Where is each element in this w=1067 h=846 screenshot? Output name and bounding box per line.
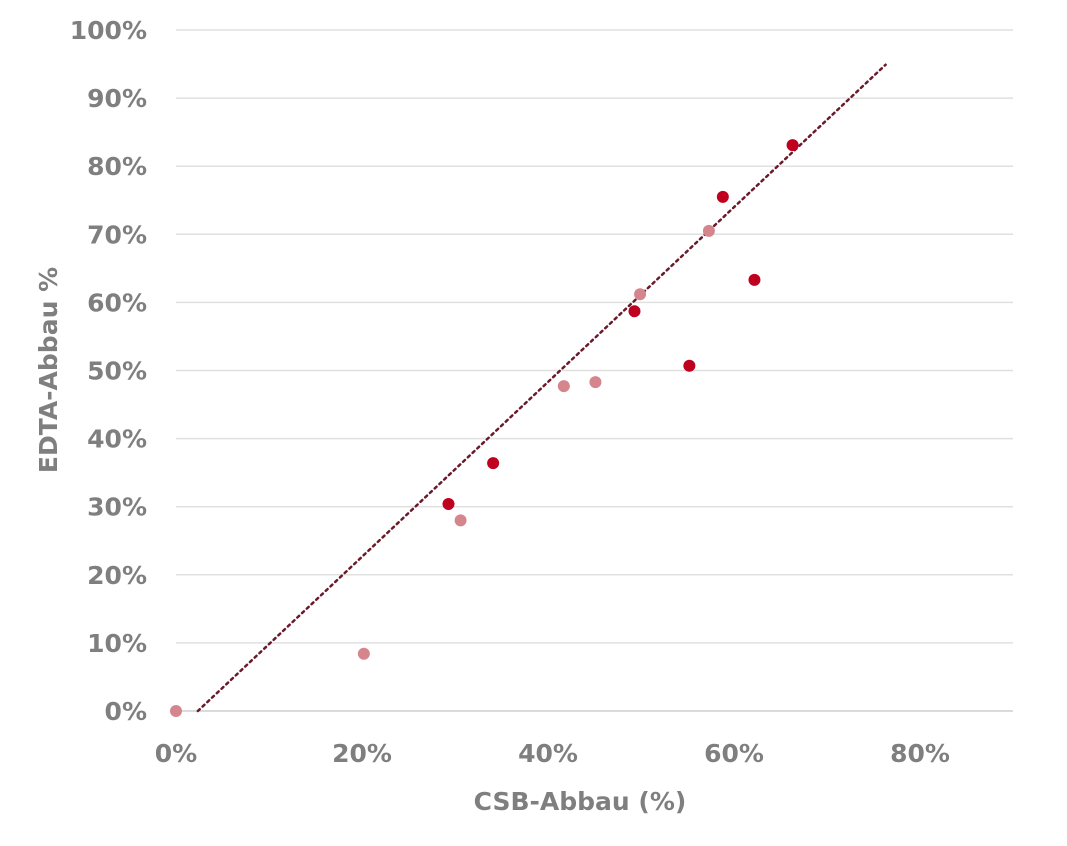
x-axis-ticks: 0% 20% 40% 60% 80% [155, 739, 950, 768]
y-tick-label: 50% [87, 357, 147, 386]
y-axis-ticks: 0% 10% 20% 30% 40% 50% 60% 70% 80% 90% 100% [70, 16, 147, 726]
data-point [748, 273, 761, 286]
y-tick-label: 70% [87, 220, 147, 249]
data-point [170, 705, 182, 717]
data-point [557, 380, 570, 393]
x-tick-label: 20% [332, 739, 392, 768]
data-points [170, 139, 799, 717]
y-tick-label: 40% [87, 425, 147, 454]
y-tick-label: 100% [70, 16, 147, 45]
x-tick-label: 80% [890, 739, 950, 768]
data-point [683, 359, 696, 372]
y-tick-label: 30% [87, 493, 147, 522]
data-point [454, 514, 467, 527]
y-tick-label: 60% [87, 288, 147, 317]
x-axis-label: CSB-Abbau (%) [474, 787, 687, 816]
gridlines [176, 29, 1013, 712]
x-tick-label: 0% [155, 739, 197, 768]
data-point [702, 224, 715, 237]
data-point [716, 190, 729, 203]
data-point [628, 305, 641, 318]
y-tick-label: 80% [87, 152, 147, 181]
y-tick-label: 90% [87, 84, 147, 113]
y-tick-label: 20% [87, 561, 147, 590]
y-tick-label: 0% [105, 697, 147, 726]
data-point [634, 288, 647, 301]
trendline [196, 63, 887, 713]
data-point [442, 497, 455, 510]
data-point [589, 376, 602, 389]
y-axis-label: EDTA-Abbau % [34, 267, 63, 473]
data-point [357, 647, 370, 660]
y-tick-label: 10% [87, 629, 147, 658]
x-tick-label: 40% [518, 739, 578, 768]
data-point [487, 457, 500, 470]
data-point [786, 139, 799, 152]
x-tick-label: 60% [704, 739, 764, 768]
